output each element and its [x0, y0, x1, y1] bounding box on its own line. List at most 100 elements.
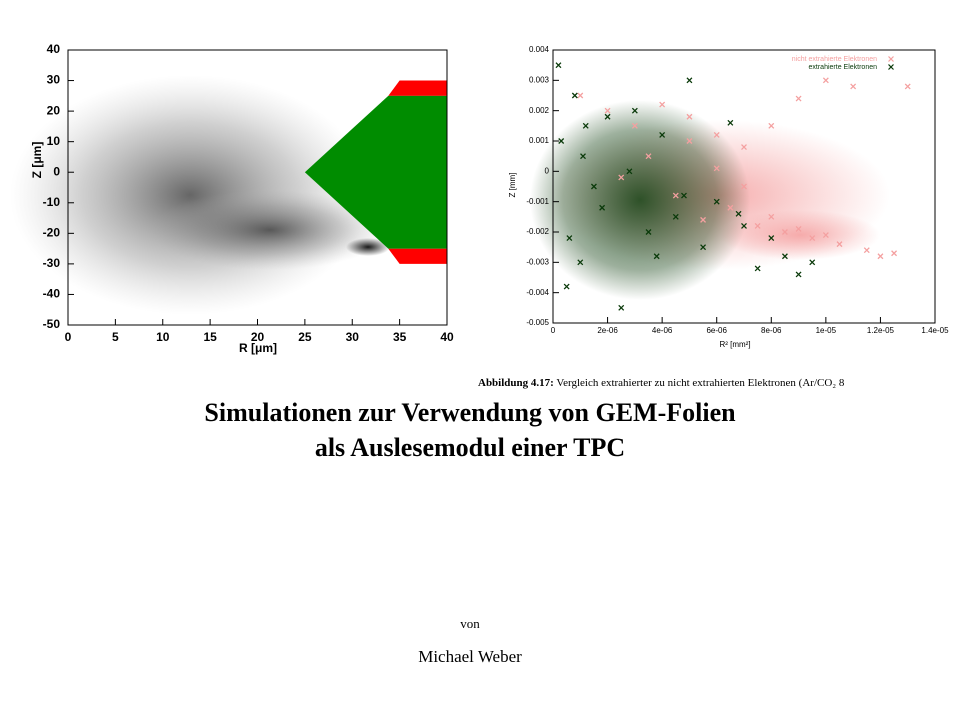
title-line: als Auslesemodul einer TPC: [315, 433, 625, 462]
x-tick-label: 15: [203, 330, 217, 344]
point: [795, 95, 802, 102]
point: [686, 138, 693, 144]
point: [727, 119, 734, 126]
point: [686, 77, 693, 84]
y-tick-label: -40: [43, 287, 61, 301]
point: [577, 259, 584, 266]
point: [754, 265, 761, 272]
point: [768, 213, 775, 220]
y-tick-label: 0.003: [529, 75, 550, 84]
x-tick-label: 35: [393, 330, 407, 344]
point: [741, 222, 747, 229]
legend-label: nicht extrahierte Elektronen: [792, 56, 877, 63]
point: [582, 122, 589, 129]
x-tick-label: 2e-06: [597, 326, 618, 335]
point: [822, 77, 829, 84]
point: [781, 229, 788, 235]
point: [555, 62, 562, 69]
y-tick-label: -10: [43, 195, 61, 209]
x-tick-label: 1.4e-05: [921, 326, 949, 335]
point: [795, 226, 802, 232]
point: [590, 183, 597, 190]
x-tick-label: 5: [112, 330, 119, 344]
point: [672, 213, 679, 220]
point: [877, 253, 884, 260]
point: [645, 229, 652, 235]
x-tick-label: 8e-06: [761, 326, 782, 335]
point: [577, 92, 584, 99]
point: [754, 222, 761, 229]
region: [388, 80, 447, 96]
legend-label: extrahierte Elektronen: [809, 64, 878, 71]
x-tick-label: 6e-06: [706, 326, 727, 335]
point: [580, 153, 586, 160]
y-tick-label: -30: [43, 256, 61, 270]
y-tick-label: 30: [47, 73, 61, 87]
y-tick-label: 0.004: [529, 45, 550, 54]
point: [626, 168, 633, 175]
x-tick-label: 1.2e-05: [867, 326, 895, 335]
y-tick-label: -50: [43, 317, 61, 331]
y-tick-label: 0: [53, 164, 60, 178]
decoration: [10, 75, 890, 315]
caption: Abbildung 4.17: Vergleich extrahierter z…: [478, 377, 845, 389]
point: [618, 304, 625, 311]
legend-marker: [888, 56, 894, 62]
region: [304, 95, 447, 249]
point: [863, 247, 870, 254]
point: [850, 83, 857, 90]
point: [563, 283, 570, 290]
x-tick-label: 30: [346, 330, 360, 344]
x-tick-label: 25: [298, 330, 312, 344]
point: [645, 153, 652, 160]
title-line: Simulationen zur Verwendung von GEM-Foli…: [204, 398, 736, 427]
y-axis-label: Z [mm]: [508, 173, 517, 198]
x-tick-label: 10: [156, 330, 170, 344]
author: Michael Weber: [418, 647, 522, 666]
point: [768, 122, 775, 129]
x-axis-label: R [μm]: [239, 341, 277, 355]
point: [631, 107, 638, 114]
point: [558, 138, 565, 144]
point: [809, 235, 816, 242]
caption-text: Vergleich extrahierter zu nicht extrahie…: [556, 377, 844, 389]
point: [618, 174, 625, 181]
point: [795, 271, 802, 278]
point: [566, 235, 573, 242]
point: [659, 101, 666, 108]
point: [891, 250, 898, 257]
point: [713, 165, 720, 172]
y-tick-label: 0.002: [529, 106, 550, 115]
point: [836, 241, 843, 248]
y-tick-label: 0: [545, 166, 550, 175]
point: [659, 131, 666, 138]
y-tick-label: -0.003: [526, 257, 549, 266]
point: [653, 253, 660, 260]
legend-marker: [888, 64, 894, 70]
x-tick-label: 0: [551, 326, 556, 335]
region: [388, 248, 447, 264]
point: [904, 83, 911, 90]
y-tick-label: 10: [47, 134, 61, 148]
x-tick-label: 1e-05: [816, 326, 837, 335]
point: [571, 92, 578, 99]
plot-frame: [552, 49, 936, 324]
point: [741, 183, 747, 190]
x-tick-label: 0: [65, 330, 72, 344]
y-tick-label: -20: [43, 226, 61, 240]
point: [672, 192, 679, 199]
y-tick-label: 40: [47, 42, 61, 56]
point: [686, 113, 693, 120]
y-tick-label: 0.001: [529, 136, 550, 145]
x-tick-label: 40: [440, 330, 454, 344]
point: [604, 113, 611, 120]
caption-label: Abbildung 4.17:: [478, 377, 554, 389]
point: [741, 144, 747, 151]
y-tick-label: -0.001: [526, 197, 549, 206]
point: [781, 253, 788, 260]
point: [700, 216, 707, 223]
x-tick-label: 20: [251, 330, 265, 344]
point: [735, 210, 742, 217]
point: [713, 198, 720, 205]
